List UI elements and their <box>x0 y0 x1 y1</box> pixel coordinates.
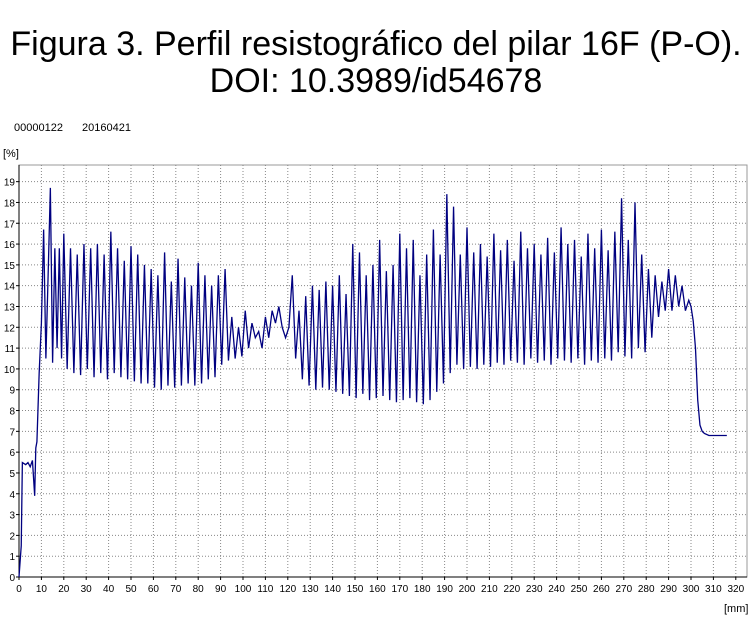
annotation: 00000122 <box>14 122 63 134</box>
y-tick-label: 10 <box>4 365 16 376</box>
y-tick-label: 12 <box>4 323 16 334</box>
data-line <box>18 187 727 578</box>
x-tick-label: 40 <box>103 584 115 595</box>
chart-title: Figura 3. Perfil resistográfico del pila… <box>10 25 741 63</box>
x-tick-label: 280 <box>638 584 655 595</box>
y-tick-label: 5 <box>9 469 15 480</box>
y-tick-label: 4 <box>9 490 15 501</box>
x-tick-label: 170 <box>391 584 408 595</box>
x-tick-label: 0 <box>16 584 22 595</box>
annotation: 20160421 <box>82 122 131 134</box>
x-tick-label: 300 <box>683 584 700 595</box>
y-tick-label: 13 <box>4 302 16 313</box>
y-tick-label: 16 <box>4 240 16 251</box>
x-tick-label: 120 <box>279 584 296 595</box>
x-axis-label: [mm] <box>724 603 748 615</box>
y-tick-label: 3 <box>9 511 15 522</box>
x-tick-label: 270 <box>615 584 632 595</box>
chart-subtitle: DOI: 10.3989/id54678 <box>210 62 543 100</box>
y-tick-label: 2 <box>9 531 15 542</box>
y-tick-label: 17 <box>4 219 16 230</box>
x-tick-label: 210 <box>481 584 498 595</box>
y-tick-label: 18 <box>4 198 16 209</box>
y-tick-label: 7 <box>9 427 15 438</box>
x-tick-label: 110 <box>257 584 273 595</box>
x-tick-label: 100 <box>235 584 252 595</box>
x-tick-label: 160 <box>369 584 386 595</box>
x-tick-label: 260 <box>593 584 610 595</box>
x-tick-label: 10 <box>36 584 48 595</box>
x-tick-label: 230 <box>526 584 543 595</box>
y-tick-label: 1 <box>9 552 15 563</box>
x-tick-label: 180 <box>414 584 431 595</box>
x-tick-label: 190 <box>436 584 453 595</box>
x-tick-label: 150 <box>347 584 364 595</box>
x-tick-label: 130 <box>302 584 319 595</box>
x-tick-label: 310 <box>705 584 722 595</box>
y-tick-label: 19 <box>4 178 16 189</box>
x-tick-label: 90 <box>215 584 227 595</box>
y-axis-label: [%] <box>3 148 19 160</box>
y-tick-label: 6 <box>9 448 15 459</box>
x-tick-label: 200 <box>459 584 476 595</box>
y-tick-label: 9 <box>9 386 15 397</box>
x-tick-label: 240 <box>548 584 565 595</box>
x-tick-label: 60 <box>148 584 160 595</box>
x-tick-label: 70 <box>170 584 182 595</box>
x-tick-label: 50 <box>125 584 137 595</box>
x-tick-label: 20 <box>58 584 70 595</box>
x-tick-label: 220 <box>503 584 520 595</box>
x-tick-label: 80 <box>193 584 205 595</box>
y-tick-label: 0 <box>9 573 15 584</box>
x-tick-label: 140 <box>324 584 341 595</box>
x-tick-label: 30 <box>81 584 93 595</box>
x-tick-label: 250 <box>571 584 588 595</box>
y-tick-label: 8 <box>9 407 15 418</box>
y-tick-label: 11 <box>5 344 16 355</box>
x-tick-label: 320 <box>727 584 744 595</box>
x-tick-label: 290 <box>660 584 677 595</box>
y-tick-label: 14 <box>4 282 16 293</box>
y-tick-label: 15 <box>4 261 16 272</box>
